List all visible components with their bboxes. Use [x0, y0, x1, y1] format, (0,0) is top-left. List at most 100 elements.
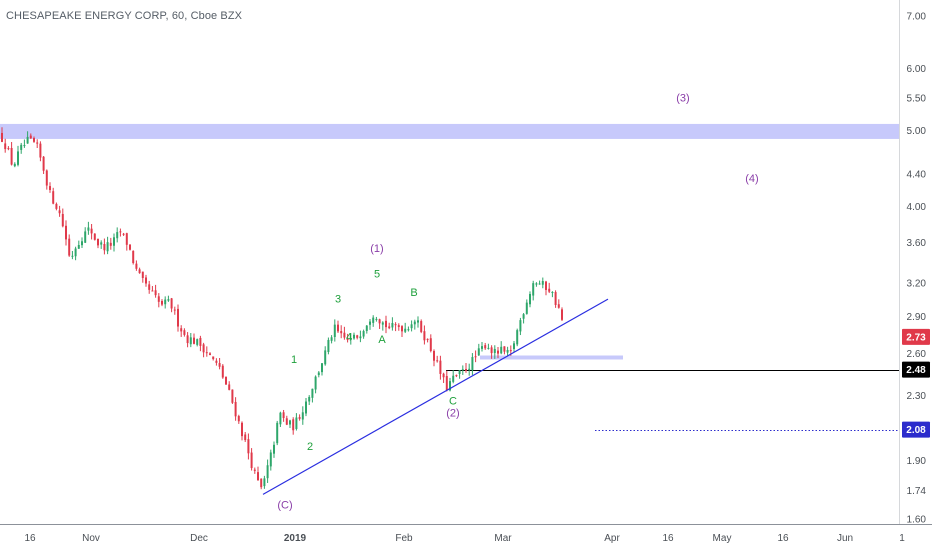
candle-165 — [529, 291, 531, 308]
candle-body — [135, 263, 138, 269]
candle-145 — [465, 362, 467, 373]
candle-131 — [420, 319, 423, 334]
candle-23 — [74, 246, 77, 261]
candle-2 — [7, 146, 10, 151]
candle-154 — [493, 345, 496, 359]
candle-body — [93, 233, 96, 240]
candle-body — [205, 352, 208, 354]
candle-120 — [385, 315, 387, 334]
candle-135 — [433, 349, 435, 367]
candle-body — [196, 339, 199, 345]
candle-body — [423, 331, 426, 341]
candle-body — [276, 422, 279, 444]
candle-94 — [301, 406, 304, 425]
candle-body — [84, 231, 87, 243]
candle-body — [65, 225, 67, 240]
y-axis: 7.00 6.00 5.50 5.00 4.40 4.00 3.60 3.20 2.90 2.60… — [907, 12, 927, 526]
candle-156 — [500, 341, 503, 355]
candle-body — [119, 231, 122, 233]
candle-79 — [253, 467, 256, 474]
level-layer — [446, 370, 899, 431]
candle-33 — [106, 236, 109, 255]
candle-148 — [474, 350, 477, 363]
candle-157 — [503, 346, 506, 355]
candle-body — [74, 248, 77, 257]
candle-body — [97, 238, 99, 246]
candle-body — [349, 338, 352, 340]
candle-body — [129, 244, 131, 250]
candle-body — [81, 241, 83, 246]
wave-label-2: 2 — [307, 441, 313, 453]
wave-label-1: (1) — [370, 243, 383, 255]
candle-body — [359, 336, 362, 339]
candle-64 — [205, 346, 208, 357]
candle-19 — [61, 208, 64, 228]
candle-body — [234, 401, 237, 417]
candle-body — [557, 304, 560, 308]
wave-label-4: (4) — [745, 173, 758, 185]
candle-body — [103, 244, 106, 251]
candle-78 — [250, 448, 253, 471]
candle-117 — [375, 316, 378, 322]
candle-body — [138, 269, 141, 274]
candle-54 — [173, 306, 176, 315]
x-tick-label: 16 — [662, 533, 674, 544]
candle-121 — [388, 322, 391, 330]
candle-body — [497, 350, 499, 354]
candle-body — [10, 147, 13, 165]
candle-body — [58, 210, 61, 214]
candle-body — [365, 325, 368, 331]
candle-112 — [359, 330, 362, 343]
candle-body — [45, 170, 48, 186]
y-tick-label: 3.20 — [907, 278, 927, 289]
candle-body — [362, 331, 365, 337]
candle-body — [337, 324, 339, 332]
candle-body — [327, 339, 330, 352]
candle-body — [77, 244, 80, 249]
badge-bg — [902, 421, 930, 438]
y-tick-label: 5.00 — [907, 126, 927, 137]
trendline — [262, 298, 609, 495]
badge-bg — [902, 328, 930, 345]
candle-85 — [273, 441, 275, 458]
candle-123 — [394, 322, 397, 332]
candle-body — [231, 389, 234, 403]
candle-body — [250, 452, 253, 469]
candle-38 — [122, 232, 125, 236]
candle-body — [481, 346, 483, 349]
candle-126 — [404, 322, 407, 334]
candle-body — [468, 368, 471, 371]
candle-167 — [535, 282, 538, 287]
candle-39 — [125, 232, 128, 251]
candle-body — [442, 373, 445, 378]
candle-body — [177, 308, 179, 327]
candle-body — [458, 370, 461, 375]
candle-169 — [541, 277, 544, 289]
candle-body — [519, 320, 522, 332]
candle-147 — [471, 353, 474, 376]
candle-174 — [557, 299, 560, 309]
candle-body — [221, 365, 224, 378]
candle-body — [269, 452, 272, 467]
candle-body — [433, 350, 435, 361]
candle-27 — [87, 221, 90, 235]
y-tick-label: 3.60 — [907, 238, 927, 249]
candle-118 — [378, 318, 381, 329]
candle-body — [417, 320, 419, 323]
badge-bg — [902, 361, 930, 378]
candle-8 — [26, 131, 29, 144]
candle-body — [7, 148, 10, 150]
candle-132 — [423, 325, 426, 345]
candle-134 — [429, 334, 432, 353]
candle-139 — [445, 370, 448, 392]
candle-body — [346, 339, 349, 341]
candle-4 — [13, 162, 16, 168]
candle-body — [266, 465, 269, 479]
candle-149 — [477, 343, 480, 357]
candle-body — [413, 321, 416, 325]
candle-body — [324, 350, 327, 365]
candle-1 — [4, 138, 7, 153]
candle-body — [490, 347, 493, 354]
candle-48 — [154, 284, 157, 298]
